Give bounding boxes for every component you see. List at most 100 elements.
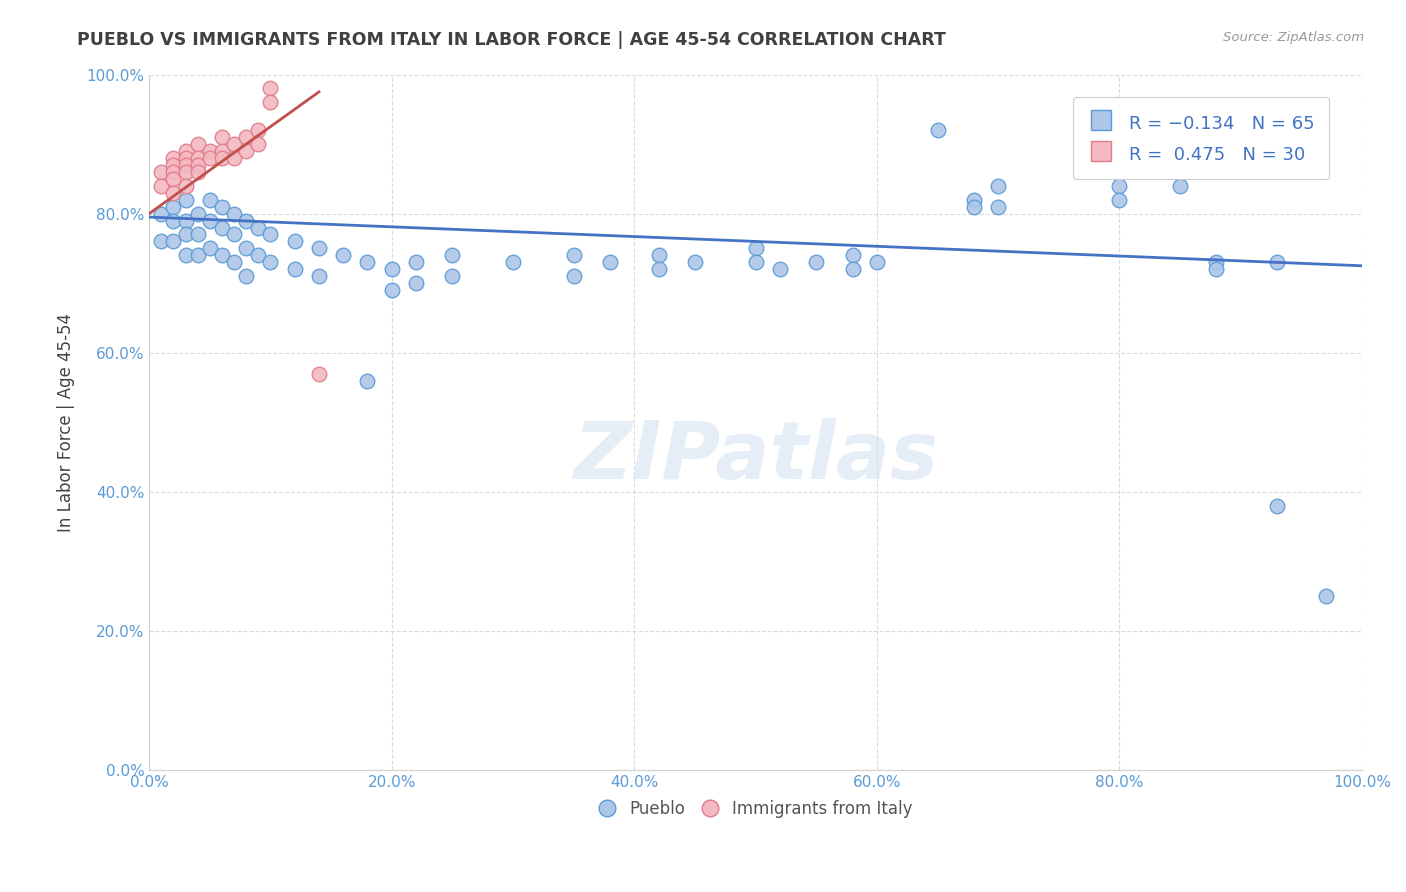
Point [150,206,173,220]
Point [405,255,427,269]
Point [259,81,281,95]
Point [1168,178,1191,193]
Point [211,248,233,262]
Y-axis label: In Labor Force | Age 45-54: In Labor Force | Age 45-54 [58,313,75,532]
Point [187,151,209,165]
Point [174,248,197,262]
Point [259,95,281,110]
Point [806,255,828,269]
Point [963,200,986,214]
Point [562,248,585,262]
Point [356,255,378,269]
Point [308,367,330,381]
Point [235,144,257,158]
Point [247,123,270,137]
Point [162,235,184,249]
Point [174,144,197,158]
Point [599,255,621,269]
Point [174,213,197,227]
Point [562,269,585,284]
Point [198,241,221,255]
Point [1315,589,1337,603]
Point [1108,178,1130,193]
Point [744,241,766,255]
Point [841,248,863,262]
Point [441,269,464,284]
Point [211,200,233,214]
Point [1265,499,1288,513]
Point [162,158,184,172]
Point [247,220,270,235]
Point [744,255,766,269]
Point [174,151,197,165]
Point [259,227,281,242]
Point [174,178,197,193]
Point [356,374,378,388]
Point [187,137,209,152]
Point [174,193,197,207]
Point [259,255,281,269]
Point [841,262,863,277]
Point [187,248,209,262]
Point [963,193,986,207]
Point [866,255,889,269]
Point [308,269,330,284]
Point [222,137,245,152]
Point [187,158,209,172]
Point [1205,255,1227,269]
Text: ZIPatlas: ZIPatlas [574,418,938,496]
Point [198,151,221,165]
Legend: Pueblo, Immigrants from Italy: Pueblo, Immigrants from Italy [592,793,918,824]
Point [235,241,257,255]
Point [222,151,245,165]
Point [284,235,307,249]
Point [235,269,257,284]
Point [332,248,354,262]
Point [308,241,330,255]
Point [381,262,404,277]
Point [441,248,464,262]
Point [987,200,1010,214]
Point [235,213,257,227]
Point [162,165,184,179]
Point [198,193,221,207]
Point [247,248,270,262]
Text: Source: ZipAtlas.com: Source: ZipAtlas.com [1223,31,1364,45]
Point [150,235,173,249]
Point [683,255,706,269]
Point [502,255,524,269]
Point [1205,262,1227,277]
Point [222,227,245,242]
Point [647,262,669,277]
Point [405,276,427,290]
Point [769,262,792,277]
Point [174,158,197,172]
Point [211,151,233,165]
Point [222,206,245,220]
Point [1108,193,1130,207]
Point [162,151,184,165]
Point [987,178,1010,193]
Point [381,283,404,297]
Point [174,165,197,179]
Point [247,137,270,152]
Point [198,144,221,158]
Text: PUEBLO VS IMMIGRANTS FROM ITALY IN LABOR FORCE | AGE 45-54 CORRELATION CHART: PUEBLO VS IMMIGRANTS FROM ITALY IN LABOR… [77,31,946,49]
Point [150,178,173,193]
Point [187,206,209,220]
Point [162,200,184,214]
Point [187,165,209,179]
Point [927,123,949,137]
Point [284,262,307,277]
Point [211,130,233,145]
Point [647,248,669,262]
Point [162,171,184,186]
Point [162,186,184,200]
Point [211,144,233,158]
Point [235,130,257,145]
Point [211,220,233,235]
Point [174,227,197,242]
Point [150,165,173,179]
Point [162,213,184,227]
Point [198,213,221,227]
